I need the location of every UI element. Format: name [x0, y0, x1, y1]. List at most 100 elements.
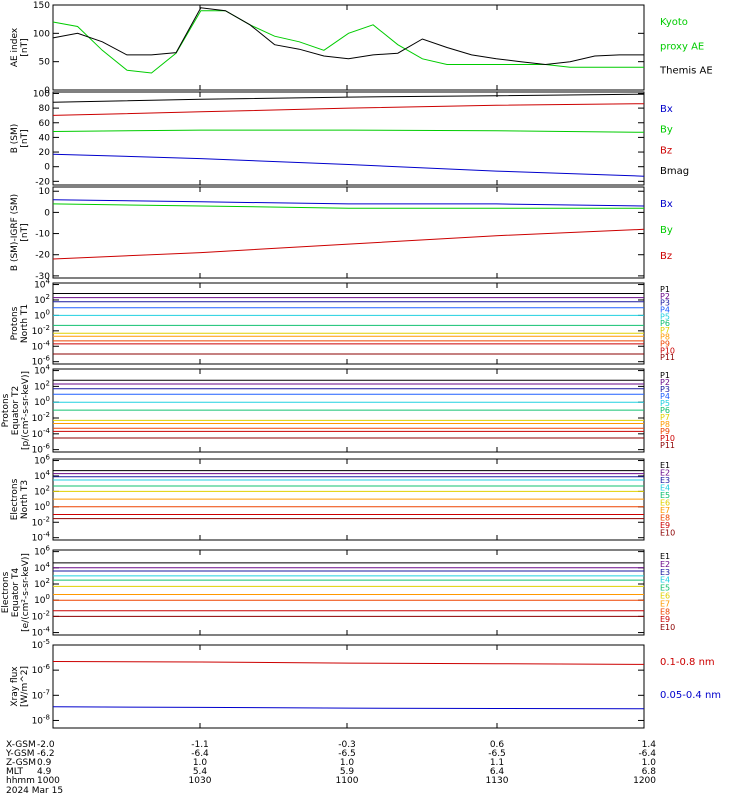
x-row-value: 5.9: [340, 767, 355, 777]
legend-label: P9: [660, 427, 670, 436]
series-line: [52, 661, 645, 665]
y-tick-label: 100: [33, 89, 50, 99]
x-row-value: 1.0: [193, 758, 208, 768]
y-tick-label: 0: [44, 86, 50, 96]
date-label: 2024 Mar 15: [6, 786, 63, 796]
y-axis-label: B (SM): [10, 124, 20, 154]
x-row-value: 1.0: [340, 758, 355, 768]
legend-label: E8: [660, 607, 670, 616]
x-row-label: Y-GSM: [5, 749, 34, 759]
series-line: [52, 706, 645, 710]
y-tick-label: 102: [34, 484, 50, 497]
x-row-value: -0.3: [338, 740, 356, 750]
x-row-label: hhmm: [6, 776, 35, 786]
y-axis-label: AE index: [10, 27, 20, 67]
x-row-value: 1200: [633, 776, 656, 786]
y-tick-label: 10-2: [32, 411, 50, 424]
legend-label: P2: [660, 378, 670, 387]
x-row-value: -6.4: [638, 749, 656, 759]
panel-frame: [52, 4, 645, 91]
legend-label: E9: [660, 615, 670, 624]
legend-label: P2: [660, 292, 670, 301]
y-tick-label: 10-6: [32, 443, 51, 456]
x-row-value: 6.8: [642, 767, 657, 777]
legend-label: P7: [660, 413, 670, 422]
panel-frame: [52, 282, 645, 365]
y-axis-label: [nT]: [20, 129, 30, 147]
x-row-value: 1130: [486, 776, 509, 786]
y-tick-label: 100: [34, 593, 50, 606]
y-tick-label: 100: [34, 308, 50, 321]
legend-label: P3: [660, 299, 670, 308]
x-row-value: -6.5: [338, 749, 356, 759]
y-axis-label: North T3: [20, 480, 30, 519]
y-tick-label: 100: [34, 395, 50, 408]
y-axis-label: Equator T4: [11, 568, 21, 618]
series-line: [52, 103, 645, 116]
x-row-value: 4.9: [37, 767, 52, 777]
y-tick-label: -10: [35, 230, 50, 240]
legend-label: P1: [660, 371, 670, 380]
legend-label: E5: [660, 491, 670, 500]
legend-label: E3: [660, 568, 670, 577]
legend-label: E1: [660, 552, 670, 561]
x-row-value: -6.2: [37, 749, 55, 759]
series-line: [52, 93, 645, 103]
x-row-value: 1100: [336, 776, 359, 786]
legend-label: E10: [660, 529, 675, 538]
x-row-value: 1.0: [642, 758, 657, 768]
y-tick-label: 10-4: [32, 626, 51, 639]
y-tick-label: 10-7: [32, 688, 50, 701]
legend-label: P10: [660, 434, 675, 443]
y-tick-label: 10-4: [32, 531, 51, 544]
legend-label: P7: [660, 326, 670, 335]
x-row-value: -2.0: [37, 740, 55, 750]
legend-label: P11: [660, 353, 675, 362]
legend-label: 0.1-0.8 nm: [660, 657, 715, 668]
panel-frame: [52, 186, 645, 279]
x-row-value: -6.5: [488, 749, 506, 759]
legend-label: P10: [660, 346, 675, 355]
y-tick-label: 10-6: [32, 355, 51, 368]
legend-label: E6: [660, 499, 670, 508]
y-tick-label: 106: [34, 454, 50, 467]
legend-label: P4: [660, 305, 670, 314]
legend-label: E1: [660, 461, 670, 470]
y-tick-label: 10: [39, 187, 51, 197]
legend-label: E7: [660, 506, 670, 515]
legend-label: Bmag: [660, 166, 689, 177]
legend-label: P5: [660, 312, 670, 321]
y-tick-label: 50: [39, 58, 51, 68]
legend-label: E8: [660, 514, 670, 523]
x-row-value: 1000: [37, 776, 60, 786]
legend-label: E2: [660, 469, 670, 478]
y-axis-label: Protons: [1, 393, 11, 427]
legend-label: E4: [660, 576, 670, 585]
x-row-value: 1.1: [490, 758, 504, 768]
y-axis-label: [nT]: [20, 223, 30, 241]
y-tick-label: 104: [34, 469, 50, 482]
y-tick-label: 10-2: [32, 609, 50, 622]
y-tick-label: 104: [34, 561, 50, 574]
legend-label: P8: [660, 333, 670, 342]
y-tick-label: -30: [35, 272, 50, 282]
x-row-label: X-GSM: [6, 740, 36, 750]
y-axis-label: Equator T2: [11, 386, 21, 435]
legend-label: E7: [660, 599, 670, 608]
legend-label: Bz: [660, 251, 672, 262]
y-tick-label: 100: [33, 29, 50, 39]
x-row-label: MLT: [6, 767, 24, 777]
y-axis-label: Electrons: [1, 571, 11, 613]
x-row-value: -6.4: [191, 749, 209, 759]
x-row-value: 0.6: [490, 740, 505, 750]
legend-label: Kyoto: [660, 17, 688, 28]
legend-label: E9: [660, 521, 670, 530]
x-row-value: -1.1: [191, 740, 209, 750]
y-tick-label: 20: [39, 148, 51, 158]
y-tick-label: 10-6: [32, 663, 51, 676]
y-axis-label: Protons: [10, 306, 20, 340]
y-tick-label: 60: [39, 119, 51, 129]
series-line: [52, 7, 644, 66]
y-tick-label: 10-2: [32, 324, 50, 337]
